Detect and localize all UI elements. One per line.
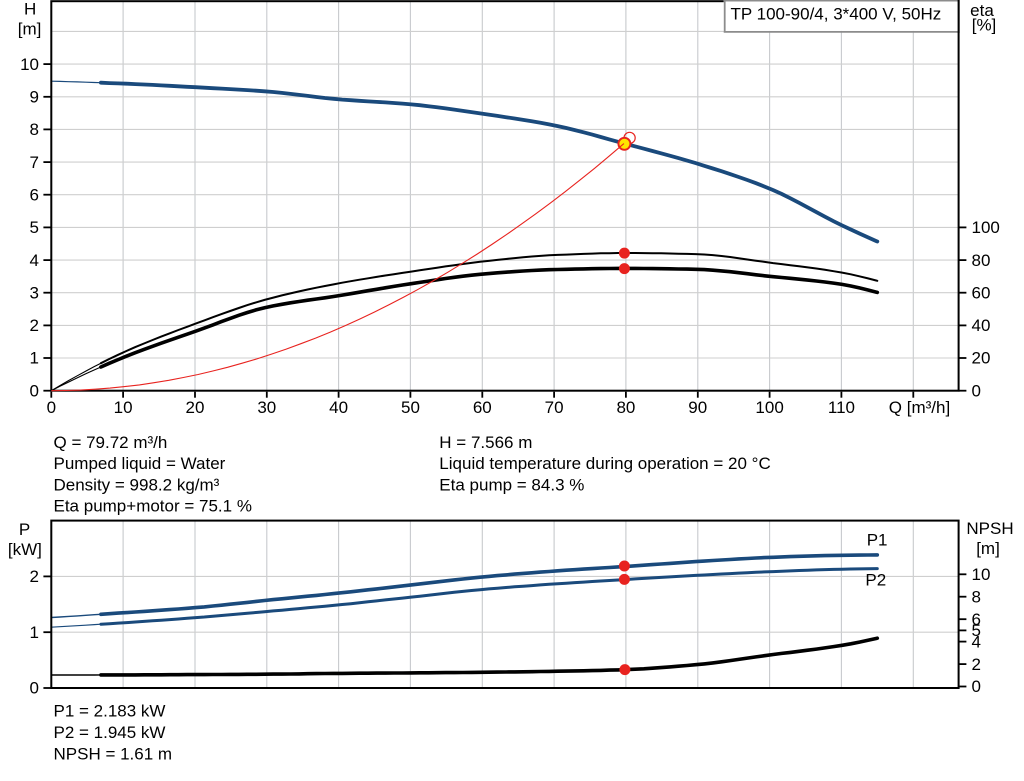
svg-text:0: 0 — [972, 677, 981, 696]
svg-text:110: 110 — [828, 398, 855, 417]
svg-text:5: 5 — [972, 621, 981, 640]
svg-text:Density = 998.2 kg/m³: Density = 998.2 kg/m³ — [54, 475, 220, 494]
svg-text:1: 1 — [30, 623, 39, 642]
svg-text:6: 6 — [972, 610, 981, 629]
svg-text:9: 9 — [30, 87, 39, 106]
svg-text:4: 4 — [972, 632, 981, 651]
svg-text:TP 100-90/4, 3*400 V, 50Hz: TP 100-90/4, 3*400 V, 50Hz — [731, 4, 942, 23]
svg-text:NPSH = 1.61 m: NPSH = 1.61 m — [54, 745, 173, 764]
svg-text:P2 = 1.945 kW: P2 = 1.945 kW — [54, 723, 166, 742]
svg-text:20: 20 — [185, 398, 204, 417]
svg-text:10: 10 — [972, 565, 991, 584]
svg-text:NPSH: NPSH — [966, 519, 1013, 538]
svg-text:60: 60 — [473, 398, 492, 417]
svg-text:[m]: [m] — [976, 539, 1000, 558]
svg-text:[%]: [%] — [972, 15, 997, 34]
svg-text:100: 100 — [755, 398, 783, 417]
svg-text:10: 10 — [114, 398, 133, 417]
svg-text:2: 2 — [30, 316, 39, 335]
svg-text:20: 20 — [972, 349, 991, 368]
svg-text:40: 40 — [329, 398, 348, 417]
svg-text:P2: P2 — [865, 570, 886, 589]
svg-text:5: 5 — [30, 218, 39, 237]
svg-text:0: 0 — [30, 679, 39, 698]
svg-text:H: H — [24, 0, 36, 19]
svg-text:Eta pump+motor = 75.1 %: Eta pump+motor = 75.1 % — [54, 497, 252, 516]
svg-text:40: 40 — [972, 316, 991, 335]
svg-text:80: 80 — [616, 398, 635, 417]
svg-text:30: 30 — [257, 398, 276, 417]
svg-text:0: 0 — [30, 381, 39, 400]
svg-text:Q [m³/h]: Q [m³/h] — [889, 398, 950, 417]
svg-text:Liquid temperature during oper: Liquid temperature during operation = 20… — [439, 454, 770, 473]
svg-text:[kW]: [kW] — [8, 540, 42, 559]
svg-text:70: 70 — [545, 398, 564, 417]
svg-text:50: 50 — [401, 398, 420, 417]
svg-text:P1: P1 — [867, 531, 888, 550]
svg-text:Pumped liquid = Water: Pumped liquid = Water — [54, 454, 226, 473]
svg-text:H = 7.566 m: H = 7.566 m — [439, 433, 532, 452]
svg-text:4: 4 — [30, 251, 39, 270]
svg-text:80: 80 — [972, 251, 991, 270]
svg-text:90: 90 — [688, 398, 707, 417]
svg-text:P1 = 2.183 kW: P1 = 2.183 kW — [54, 701, 166, 720]
svg-text:100: 100 — [972, 218, 1000, 237]
svg-text:Q = 79.72 m³/h: Q = 79.72 m³/h — [54, 433, 168, 452]
svg-text:P: P — [19, 520, 30, 539]
svg-text:7: 7 — [30, 153, 39, 172]
svg-text:6: 6 — [30, 185, 39, 204]
svg-text:0: 0 — [972, 381, 981, 400]
svg-text:eta: eta — [970, 1, 994, 20]
svg-text:2: 2 — [30, 567, 39, 586]
svg-text:10: 10 — [20, 55, 39, 74]
svg-text:60: 60 — [972, 283, 991, 302]
svg-text:Eta pump = 84.3 %: Eta pump = 84.3 % — [439, 475, 584, 494]
svg-text:8: 8 — [972, 587, 981, 606]
svg-text:8: 8 — [30, 120, 39, 139]
svg-text:1: 1 — [30, 349, 39, 368]
svg-text:3: 3 — [30, 283, 39, 302]
svg-text:[m]: [m] — [18, 19, 42, 38]
svg-text:2: 2 — [972, 655, 981, 674]
svg-text:0: 0 — [47, 398, 56, 417]
